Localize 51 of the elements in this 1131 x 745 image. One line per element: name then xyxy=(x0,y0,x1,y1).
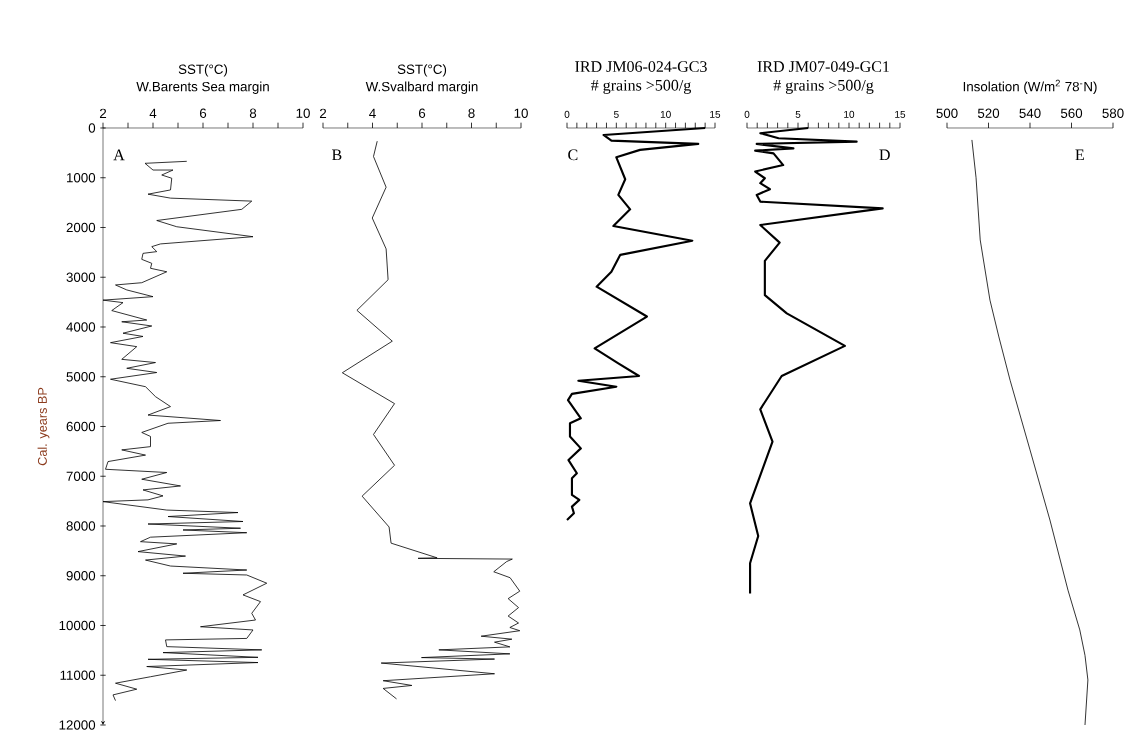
y-tick-label: 9000 xyxy=(66,571,96,581)
x-tick-label: 6 xyxy=(199,108,207,118)
annotation: D xyxy=(879,149,890,161)
x-tick-label: 15 xyxy=(895,110,906,118)
chart-title: IRD JM07-049-GC1 xyxy=(757,61,889,72)
x-tick-label: 8 xyxy=(249,108,257,118)
chart-title: SST(°C) xyxy=(397,64,447,77)
x-tick-label: 5 xyxy=(795,110,801,118)
x-tick-label: 15 xyxy=(710,110,721,118)
x-tick-label: 10 xyxy=(844,110,855,118)
y-tick-label: 5000 xyxy=(66,372,96,382)
x-tick-label: 540 xyxy=(1019,108,1041,118)
y-tick-label: 2000 xyxy=(66,222,96,233)
x-tick-label: 10 xyxy=(296,108,310,118)
chart-subtitle: # grains >500/g xyxy=(773,79,874,94)
x-tick-label: 2 xyxy=(319,108,327,118)
y-tick-label: 6000 xyxy=(66,421,96,432)
y-tick-label: 7000 xyxy=(66,471,96,481)
y-tick-label: 11000 xyxy=(60,670,96,680)
y-tick-label: 4000 xyxy=(66,322,96,332)
x-tick-label: 500 xyxy=(936,108,958,118)
x-tick-label: 4 xyxy=(149,108,157,118)
x-tick-label: 580 xyxy=(1102,108,1124,118)
x-tick-label: 8 xyxy=(468,108,475,118)
y-tick-label: 8000 xyxy=(66,521,96,531)
x-tick-label: 0 xyxy=(564,110,570,118)
y-tick-label: 3000 xyxy=(66,272,96,282)
chart-title: Insolation (W/m$^{2}$ 78$^{-}$N) xyxy=(963,79,1097,94)
y-axis-title: Cal. years BP xyxy=(37,387,50,466)
x-tick-label: 560 xyxy=(1060,108,1083,118)
chart-title: SST(°C) xyxy=(178,64,228,77)
y-tick-label: 1000 xyxy=(66,173,96,183)
x-tick-label: 6 xyxy=(418,108,426,118)
chart-title: IRD JM06-024-GC3 xyxy=(575,61,707,72)
chart-subtitle: W.Svalbard margin xyxy=(365,81,478,94)
x-tick-label: 4 xyxy=(369,108,376,118)
x-tick-label: 2 xyxy=(99,108,107,118)
y-tick-label: 10000 xyxy=(59,620,96,631)
annotation: C xyxy=(568,149,578,161)
x-tick-label: 10 xyxy=(514,108,528,118)
y-tick-label: 12000 xyxy=(59,720,96,730)
x-tick-label: 0 xyxy=(744,110,750,118)
annotation: A xyxy=(113,149,125,161)
chart-subtitle: # grains >500/g xyxy=(591,79,691,94)
x-tick-label: 5 xyxy=(613,110,619,118)
x-tick-label: 520 xyxy=(977,108,1000,118)
y-tick-label: 0 xyxy=(88,123,96,133)
annotation: E xyxy=(1075,149,1084,161)
annotation: B xyxy=(331,149,342,161)
x-tick-label: 10 xyxy=(660,110,671,118)
chart-subtitle: W.Barents Sea margin xyxy=(136,81,269,94)
